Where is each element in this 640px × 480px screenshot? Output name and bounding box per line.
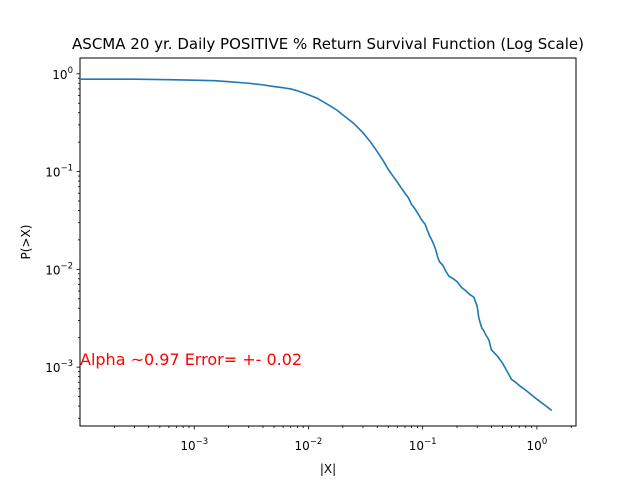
x-tick-label-exponent: −2 <box>310 437 323 447</box>
y-tick-label-exponent: 0 <box>68 66 73 76</box>
y-tick-label-exponent: −2 <box>60 261 73 271</box>
x-tick-label: 10−1 <box>409 437 437 453</box>
x-tick-label-exponent: −3 <box>196 437 209 447</box>
plot-area-frame <box>79 57 577 427</box>
y-tick-label: 10−2 <box>45 261 73 277</box>
x-axis-label: |X| <box>320 462 336 476</box>
y-tick-label-base: 10 <box>52 68 67 82</box>
x-tick-label: 10−3 <box>180 437 208 453</box>
x-tick-label-base: 10 <box>295 439 310 453</box>
y-tick-label-exponent: −1 <box>60 164 73 174</box>
series-layer <box>80 78 553 412</box>
y-axis-label: P(>X) <box>19 225 33 260</box>
y-tick-label-base: 10 <box>45 361 60 375</box>
y-tick-label: 100 <box>52 66 73 82</box>
x-tick-label: 10−2 <box>295 437 323 453</box>
y-tick-label: 10−3 <box>45 359 73 375</box>
y-tick-label-base: 10 <box>45 263 60 277</box>
y-tick-label-base: 10 <box>45 166 60 180</box>
x-tick-label-base: 10 <box>409 439 424 453</box>
chart-title: ASCMA 20 yr. Daily POSITIVE % Return Sur… <box>72 35 584 53</box>
y-tick-label: 10−1 <box>45 164 73 180</box>
x-tick-label-base: 10 <box>527 439 542 453</box>
alpha-error-annotation: Alpha ~0.97 Error= +- 0.02 <box>80 350 302 369</box>
x-axis-ticks: 10−3 10−2 10−1 100 <box>113 426 572 453</box>
survival-curve-line <box>80 78 553 412</box>
x-tick-label-exponent: 0 <box>542 437 547 447</box>
x-tick-label: 100 <box>527 437 548 453</box>
x-tick-label-base: 10 <box>180 439 195 453</box>
y-tick-label-exponent: −3 <box>60 359 73 369</box>
x-tick-label-exponent: −1 <box>424 437 437 447</box>
